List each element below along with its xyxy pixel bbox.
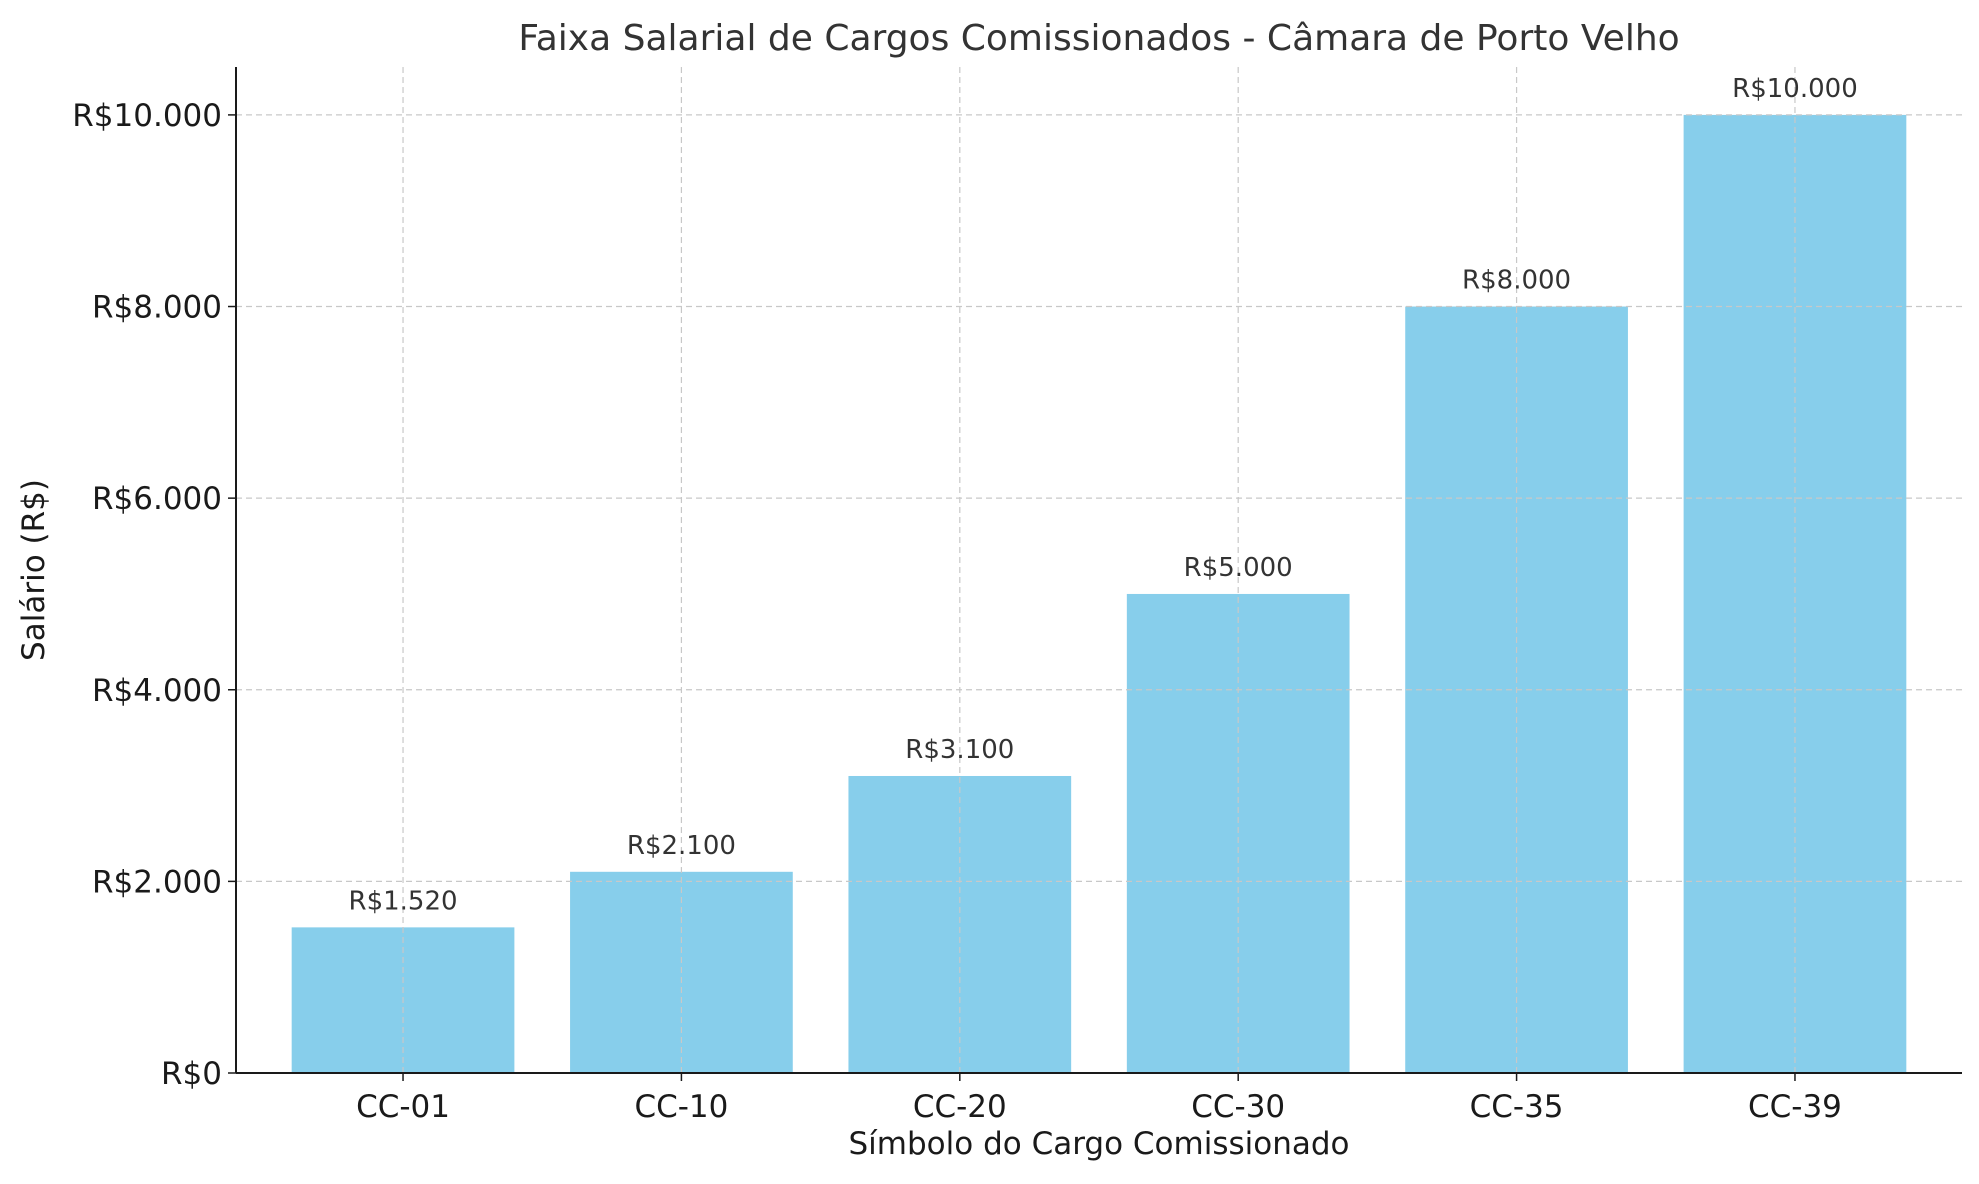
y-axis-label: Salário (R$) <box>16 479 52 661</box>
data-label: R$2.100 <box>627 831 736 861</box>
x-tick-label: CC-35 <box>1470 1089 1564 1125</box>
x-tick-label: CC-10 <box>634 1089 728 1125</box>
y-tick-label: R$8.000 <box>92 290 222 326</box>
grid-layer <box>236 67 1962 1073</box>
data-label: R$10.000 <box>1732 74 1858 104</box>
y-tick-label: R$4.000 <box>92 673 222 709</box>
x-axis-label: Símbolo do Cargo Comissionado <box>849 1126 1350 1162</box>
x-tick-label: CC-39 <box>1748 1089 1842 1125</box>
y-tick-label: R$6.000 <box>92 481 222 517</box>
x-tick-label: CC-20 <box>913 1089 1007 1125</box>
x-tick-label: CC-01 <box>356 1089 450 1125</box>
data-label: R$5.000 <box>1184 553 1293 583</box>
y-tick-label: R$2.000 <box>92 864 222 900</box>
data-labels-layer: R$1.520 R$2.100 R$3.100 R$5.000 R$8.000 R$10.… <box>349 74 1858 916</box>
bar-cc-30 <box>1126 593 1350 1073</box>
y-tick-label: R$10.000 <box>72 98 222 134</box>
ticks-layer: R$0 R$2.000 R$4.000 R$6.000 R$8.000 R$10.000 C… <box>72 98 1842 1125</box>
x-tick-label: CC-30 <box>1191 1089 1285 1125</box>
bars-layer <box>291 114 1907 1073</box>
data-label: R$3.100 <box>905 735 1014 765</box>
bar-cc-39 <box>1683 114 1907 1073</box>
data-label: R$1.520 <box>349 886 458 916</box>
y-tick-label: R$0 <box>161 1056 222 1092</box>
data-label: R$8.000 <box>1462 266 1571 296</box>
chart-title: Faixa Salarial de Cargos Comissionados -… <box>518 18 1679 59</box>
axes-layer <box>235 67 1962 1074</box>
bar-cc-20 <box>848 775 1072 1073</box>
